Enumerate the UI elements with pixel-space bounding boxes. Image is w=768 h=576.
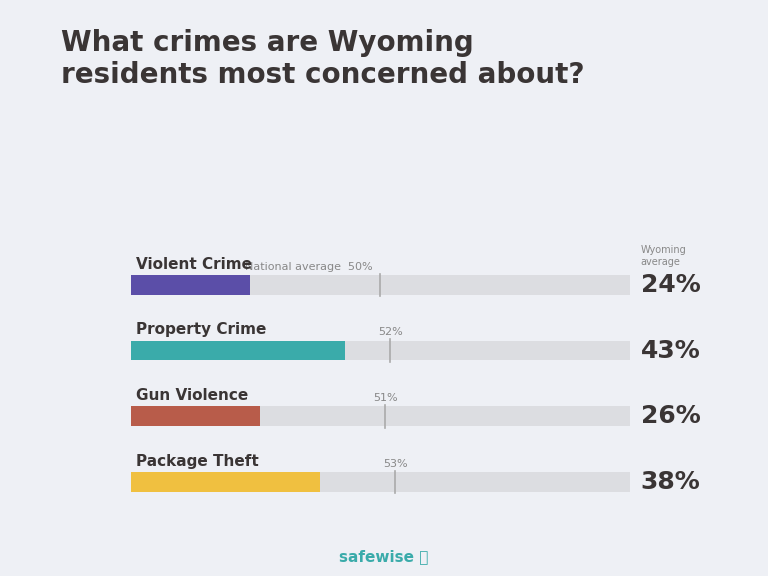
Bar bbox=[131, 275, 630, 294]
Bar bbox=[131, 407, 260, 426]
Bar bbox=[131, 472, 320, 492]
Bar bbox=[131, 275, 250, 294]
Text: 38%: 38% bbox=[641, 470, 700, 494]
Text: What crimes are Wyoming
residents most concerned about?: What crimes are Wyoming residents most c… bbox=[61, 29, 585, 89]
Text: 26%: 26% bbox=[641, 404, 700, 429]
Text: Property Crime: Property Crime bbox=[135, 323, 266, 338]
Text: safewise 🦉: safewise 🦉 bbox=[339, 550, 429, 564]
Text: 53%: 53% bbox=[382, 459, 408, 469]
Text: Gun Violence: Gun Violence bbox=[135, 388, 248, 403]
Bar bbox=[131, 407, 630, 426]
Bar bbox=[131, 340, 630, 361]
Text: Package Theft: Package Theft bbox=[135, 454, 258, 469]
Bar bbox=[131, 340, 346, 361]
Text: Wyoming
average: Wyoming average bbox=[641, 245, 687, 267]
Text: National average  50%: National average 50% bbox=[245, 262, 372, 271]
Text: 51%: 51% bbox=[372, 393, 398, 403]
Text: Violent Crime: Violent Crime bbox=[135, 256, 252, 271]
Bar bbox=[131, 472, 630, 492]
Text: 24%: 24% bbox=[641, 272, 700, 297]
Text: 43%: 43% bbox=[641, 339, 700, 362]
Text: 52%: 52% bbox=[378, 327, 402, 338]
